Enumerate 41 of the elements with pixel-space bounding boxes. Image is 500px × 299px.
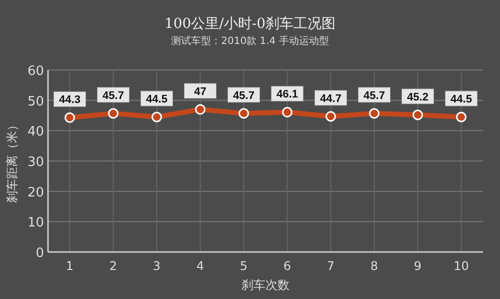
data-label: 46.1 bbox=[276, 88, 298, 101]
x-tick-label: 8 bbox=[370, 259, 378, 273]
point bbox=[412, 110, 423, 120]
y-tick-label: 40 bbox=[27, 124, 44, 140]
data-label: 44.5 bbox=[146, 94, 168, 106]
x-tick-label: 9 bbox=[414, 259, 422, 273]
x-tick-label: 3 bbox=[152, 259, 161, 273]
y-tick-label: 20 bbox=[27, 185, 44, 200]
data-label: 45.7 bbox=[102, 90, 124, 102]
y-axis-title: 刹车距离（米） bbox=[5, 119, 19, 203]
point bbox=[238, 108, 249, 119]
x-tick-label: 10 bbox=[454, 259, 469, 273]
data-label: 45.7 bbox=[233, 90, 254, 102]
point bbox=[152, 112, 162, 122]
x-tick-label: 4 bbox=[196, 259, 204, 273]
point bbox=[282, 106, 292, 118]
y-tick-label: 30 bbox=[27, 155, 44, 170]
data-label: 47 bbox=[194, 86, 206, 98]
point bbox=[369, 108, 380, 119]
point bbox=[456, 112, 466, 122]
data-label: 45.7 bbox=[364, 90, 385, 102]
y-tick-label: 60 bbox=[27, 64, 44, 79]
x-tick-label: 6 bbox=[283, 259, 292, 273]
x-tick-label: 1 bbox=[66, 259, 74, 273]
x-tick-label: 2 bbox=[109, 259, 118, 273]
chart-title: 100公里/小时-0刹车工况图 bbox=[164, 16, 336, 32]
point bbox=[64, 112, 75, 123]
data-label: 44.7 bbox=[320, 92, 342, 105]
x-tick-label: 7 bbox=[326, 259, 335, 273]
data-label: 44.5 bbox=[450, 94, 472, 106]
point bbox=[108, 108, 118, 119]
point bbox=[326, 111, 336, 122]
data-label: 45.2 bbox=[407, 91, 428, 104]
y-tick-label: 0 bbox=[36, 246, 44, 261]
point bbox=[195, 104, 206, 115]
y-tick-label: 10 bbox=[27, 216, 44, 231]
y-tick-label: 50 bbox=[27, 94, 44, 110]
x-axis-title: 刹车次数 bbox=[242, 278, 290, 292]
data-label: 44.3 bbox=[59, 94, 80, 106]
chart-subtitle: 测试车型：2010款 1.4 手动运动型 bbox=[171, 35, 329, 47]
x-tick-label: 5 bbox=[240, 259, 248, 273]
